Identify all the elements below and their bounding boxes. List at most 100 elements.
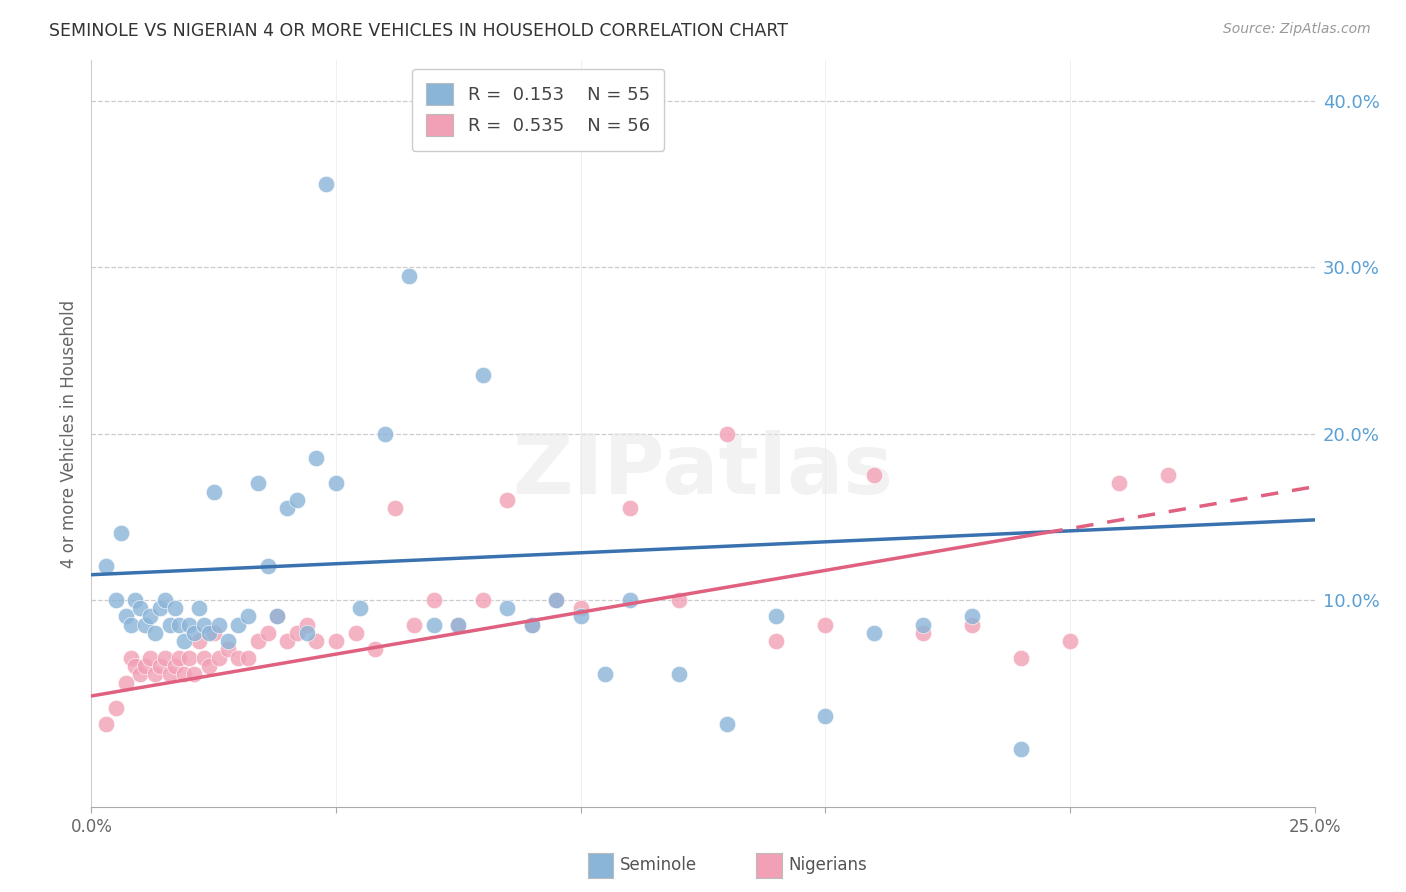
Point [1010,742,1032,756]
Point [593,667,616,681]
Point [398,268,420,283]
Point [960,609,983,624]
Point [198,625,221,640]
Point [104,592,127,607]
Point [305,451,328,466]
Point [295,617,318,632]
Point [256,625,278,640]
Point [94,559,117,574]
Point [143,667,166,681]
Point [765,609,787,624]
Point [912,617,935,632]
Point [134,659,156,673]
Point [496,492,519,507]
Point [139,609,162,624]
Point [202,484,225,499]
Point [569,601,592,615]
Point [716,426,738,441]
Point [124,592,146,607]
Point [159,667,181,681]
Point [120,650,142,665]
Point [266,609,288,624]
Point [134,617,156,632]
Point [143,625,166,640]
Point [139,650,162,665]
Point [471,592,494,607]
Point [256,559,278,574]
Point [1157,468,1180,483]
Point [619,592,641,607]
Point [193,617,215,632]
Point [193,650,215,665]
Point [305,634,328,648]
Point [520,617,543,632]
Point [153,650,176,665]
Point [236,650,259,665]
Point [496,601,519,615]
Point [236,609,259,624]
Point [114,609,136,624]
Point [619,501,641,516]
Point [814,709,837,723]
Point [276,501,298,516]
Point [110,526,132,541]
Point [404,617,426,632]
Point [149,659,172,673]
Point [120,617,142,632]
Point [159,617,181,632]
Point [183,667,205,681]
Point [912,625,935,640]
Point [246,476,269,491]
Point [423,592,446,607]
Point [285,625,308,640]
Point [226,617,249,632]
Point [104,700,127,714]
Point [226,650,249,665]
Point [163,659,186,673]
Point [114,675,136,690]
Text: Source: ZipAtlas.com: Source: ZipAtlas.com [1223,22,1371,37]
Point [198,659,221,673]
Point [153,592,176,607]
Point [668,667,690,681]
Point [349,601,371,615]
Point [217,634,239,648]
Point [246,634,269,648]
Text: ZIPatlas: ZIPatlas [513,430,893,511]
Point [207,617,229,632]
Point [129,601,152,615]
Point [169,617,191,632]
Point [188,601,211,615]
Point [863,468,886,483]
Point [183,625,205,640]
Point [129,667,152,681]
Point [315,178,337,192]
Point [374,426,396,441]
Point [1108,476,1130,491]
Point [520,617,543,632]
Point [179,650,201,665]
Point [344,625,367,640]
Point [149,601,172,615]
Text: SEMINOLE VS NIGERIAN 4 OR MORE VEHICLES IN HOUSEHOLD CORRELATION CHART: SEMINOLE VS NIGERIAN 4 OR MORE VEHICLES … [49,22,789,40]
Point [188,634,211,648]
Point [960,617,983,632]
Point [471,368,494,383]
Point [814,617,837,632]
Point [1010,650,1032,665]
Point [173,667,195,681]
Point [325,634,347,648]
Point [217,642,239,657]
Point [716,717,738,731]
Point [325,476,347,491]
Point [765,634,787,648]
Legend: R =  0.153    N = 55, R =  0.535    N = 56: R = 0.153 N = 55, R = 0.535 N = 56 [412,69,664,151]
Point [169,650,191,665]
Text: Seminole: Seminole [620,856,697,874]
Point [124,659,146,673]
Point [295,625,318,640]
Point [1059,634,1081,648]
Point [202,625,225,640]
Point [207,650,229,665]
Point [94,717,117,731]
